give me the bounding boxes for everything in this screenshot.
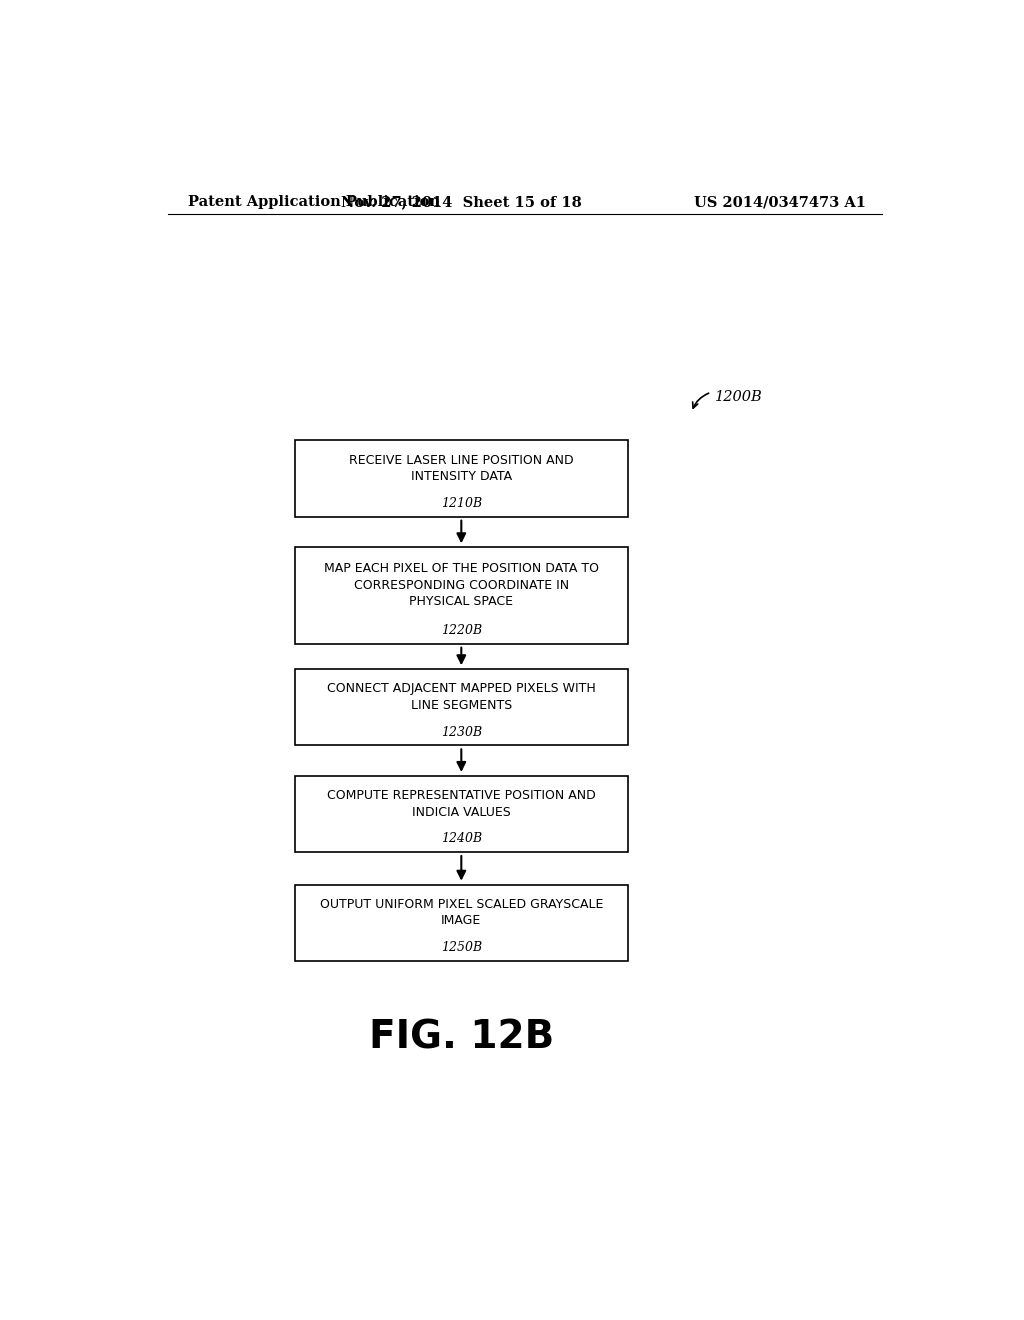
Text: US 2014/0347473 A1: US 2014/0347473 A1 bbox=[694, 195, 866, 209]
Text: RECEIVE LASER LINE POSITION AND
INTENSITY DATA: RECEIVE LASER LINE POSITION AND INTENSIT… bbox=[349, 454, 573, 483]
FancyBboxPatch shape bbox=[295, 441, 628, 516]
Text: Nov. 27, 2014  Sheet 15 of 18: Nov. 27, 2014 Sheet 15 of 18 bbox=[341, 195, 582, 209]
Text: CONNECT ADJACENT MAPPED PIXELS WITH
LINE SEGMENTS: CONNECT ADJACENT MAPPED PIXELS WITH LINE… bbox=[327, 682, 596, 711]
Text: 1220B: 1220B bbox=[440, 624, 482, 638]
Text: MAP EACH PIXEL OF THE POSITION DATA TO
CORRESPONDING COORDINATE IN
PHYSICAL SPAC: MAP EACH PIXEL OF THE POSITION DATA TO C… bbox=[324, 562, 599, 609]
Text: COMPUTE REPRESENTATIVE POSITION AND
INDICIA VALUES: COMPUTE REPRESENTATIVE POSITION AND INDI… bbox=[327, 789, 596, 818]
Text: 1250B: 1250B bbox=[440, 941, 482, 954]
Text: 1240B: 1240B bbox=[440, 833, 482, 845]
FancyBboxPatch shape bbox=[295, 548, 628, 644]
Text: Patent Application Publication: Patent Application Publication bbox=[187, 195, 439, 209]
FancyBboxPatch shape bbox=[295, 776, 628, 853]
FancyBboxPatch shape bbox=[295, 884, 628, 961]
Text: 1200B: 1200B bbox=[715, 391, 763, 404]
FancyBboxPatch shape bbox=[295, 669, 628, 746]
Text: OUTPUT UNIFORM PIXEL SCALED GRAYSCALE
IMAGE: OUTPUT UNIFORM PIXEL SCALED GRAYSCALE IM… bbox=[319, 898, 603, 928]
Text: FIG. 12B: FIG. 12B bbox=[369, 1019, 554, 1056]
Text: 1210B: 1210B bbox=[440, 496, 482, 510]
Text: 1230B: 1230B bbox=[440, 726, 482, 739]
